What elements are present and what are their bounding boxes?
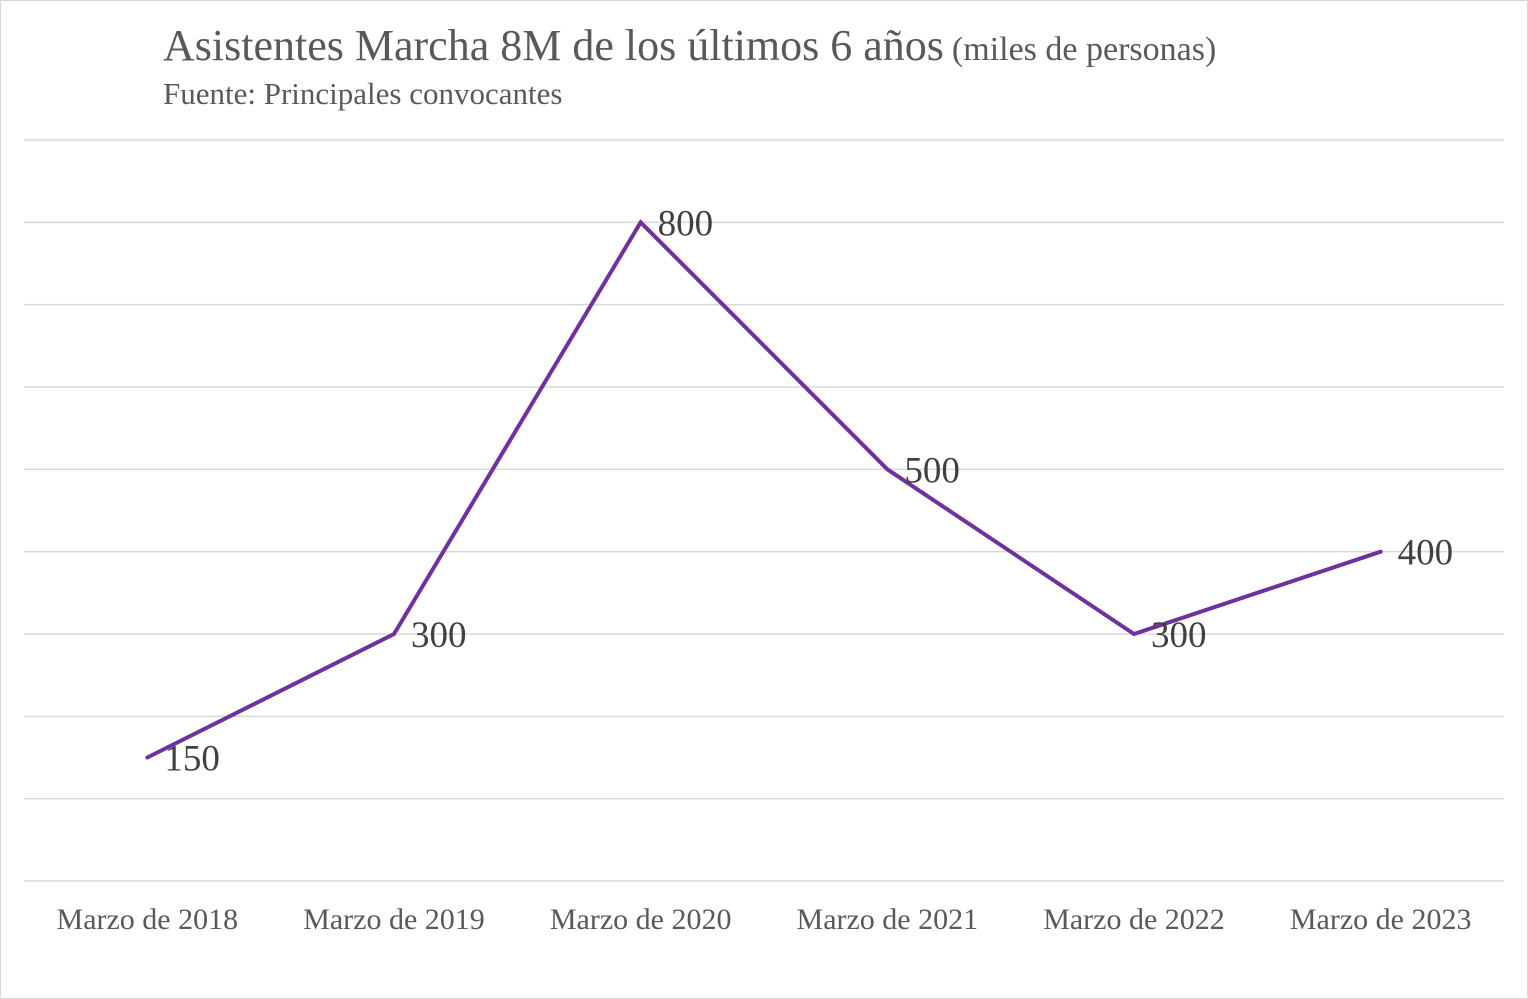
x-tick-label-3: Marzo de 2021 <box>797 903 979 936</box>
chart-title: Asistentes Marcha 8M de los últimos 6 añ… <box>163 21 944 70</box>
x-tick-label-2: Marzo de 2020 <box>550 903 732 936</box>
chart-subtitle: Fuente: Principales convocantes <box>163 76 563 111</box>
data-label-0: 150 <box>164 739 220 780</box>
data-label-4: 300 <box>1151 615 1207 656</box>
x-tick-label-1: Marzo de 2019 <box>303 903 485 936</box>
series-lines <box>145 219 1383 760</box>
chart-title-row: Asistentes Marcha 8M de los últimos 6 añ… <box>163 20 1216 71</box>
data-label-1: 300 <box>411 615 467 656</box>
x-axis-ticks: Marzo de 2018 Marzo de 2019 Marzo de 2020 M… <box>57 903 1472 936</box>
data-label-3: 500 <box>904 450 960 491</box>
x-tick-label-4: Marzo de 2022 <box>1043 903 1225 936</box>
x-tick-label-0: Marzo de 2018 <box>57 903 239 936</box>
gridlines <box>24 139 1504 882</box>
data-label-5: 400 <box>1398 533 1454 574</box>
chart-title-unit: (miles de personas) <box>951 31 1217 68</box>
x-tick-label-5: Marzo de 2023 <box>1290 903 1472 936</box>
data-label-2: 800 <box>658 203 714 244</box>
series-line-0 <box>145 219 1383 760</box>
data-labels: 150 300 800 500 300 400 <box>164 203 1453 779</box>
